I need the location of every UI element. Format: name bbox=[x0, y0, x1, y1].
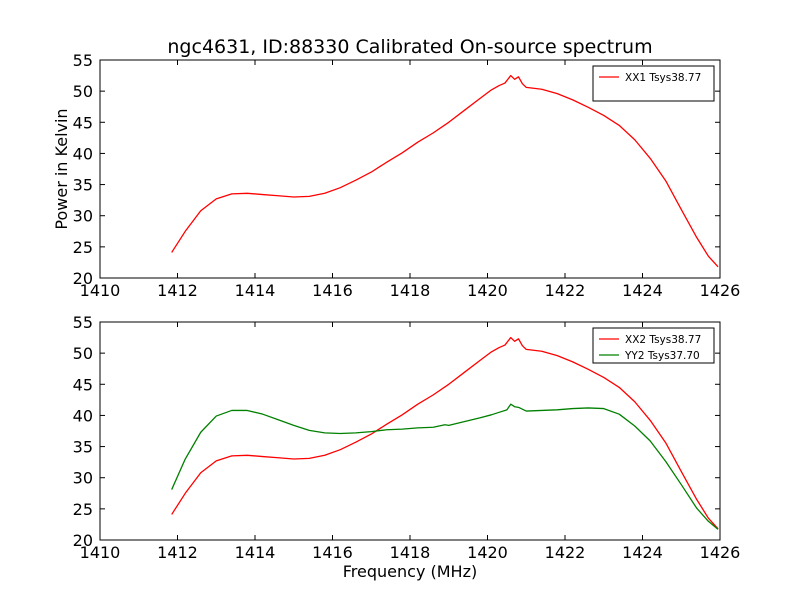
y-tick-label: 20 bbox=[73, 531, 93, 550]
x-tick-label: 1414 bbox=[235, 543, 276, 562]
x-tick-label: 1412 bbox=[157, 281, 198, 300]
y-tick-label: 55 bbox=[73, 313, 93, 332]
x-tick-label: 1412 bbox=[157, 543, 198, 562]
figure-title: ngc4631, ID:88330 Calibrated On-source s… bbox=[167, 36, 652, 58]
legend-box bbox=[592, 65, 715, 102]
y-tick-label: 35 bbox=[73, 176, 93, 195]
x-axis-label: Frequency (MHz) bbox=[343, 562, 477, 581]
x-tick-label: 1410 bbox=[80, 543, 121, 562]
top-panel: 1410 1412 1414 1416 1418 1420 1422 1424 1426 20 25… bbox=[73, 51, 741, 300]
x-tick-label: 1426 bbox=[700, 543, 741, 562]
x-tick-label: 1416 bbox=[312, 281, 353, 300]
x-tick-label: 1420 bbox=[467, 543, 508, 562]
y-tick-label: 40 bbox=[73, 144, 93, 163]
x-tick-label: 1410 bbox=[80, 281, 121, 300]
series-line-2-2 bbox=[171, 403, 719, 530]
x-tick-label: 1422 bbox=[545, 281, 586, 300]
x-tick-label: 1418 bbox=[390, 543, 431, 562]
y-tick-label: 55 bbox=[73, 51, 93, 70]
y-tick-label: 25 bbox=[73, 238, 93, 257]
x-tick-label: 1424 bbox=[622, 281, 663, 300]
y-tick-label: 35 bbox=[73, 438, 93, 457]
x-tick-label: 1416 bbox=[312, 543, 353, 562]
series-line-1-1 bbox=[171, 74, 719, 268]
x-tick-label: 1414 bbox=[235, 281, 276, 300]
y-tick-label: 50 bbox=[73, 344, 93, 363]
x-tick-label: 1424 bbox=[622, 543, 663, 562]
y-tick-label: 30 bbox=[73, 207, 93, 226]
legend-label: XX1 Tsys38.77 bbox=[625, 72, 701, 84]
y-tick-label: 45 bbox=[73, 113, 93, 132]
x-tick-label: 1420 bbox=[467, 281, 508, 300]
y-tick-label: 25 bbox=[73, 500, 93, 519]
y-tick-label: 45 bbox=[73, 375, 93, 394]
y-tick-label: 20 bbox=[73, 269, 93, 288]
legend-label: YY2 Tsys37.70 bbox=[624, 350, 700, 362]
series-line-2-1 bbox=[171, 336, 719, 530]
legend-label: XX2 Tsys38.77 bbox=[625, 334, 701, 346]
y-tick-label: 40 bbox=[73, 406, 93, 425]
bottom-panel: 1410 1412 1414 1416 1418 1420 1422 1424 1426 20 25… bbox=[73, 313, 741, 562]
legend-box bbox=[592, 327, 715, 364]
y-axis-label: Power in Kelvin bbox=[52, 108, 71, 229]
x-tick-label: 1426 bbox=[700, 281, 741, 300]
x-tick-label: 1422 bbox=[545, 543, 586, 562]
y-tick-label: 50 bbox=[73, 82, 93, 101]
x-tick-label: 1418 bbox=[390, 281, 431, 300]
y-tick-label: 30 bbox=[73, 469, 93, 488]
